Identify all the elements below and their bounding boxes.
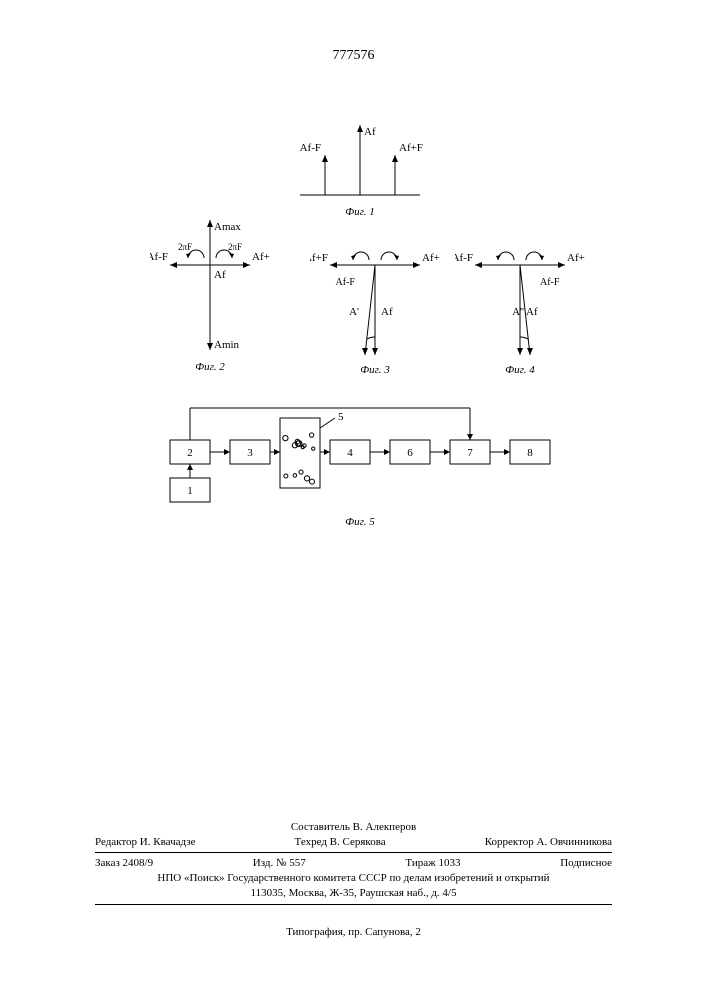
izd: Изд. № 557 — [253, 856, 306, 871]
patent-number: 777576 — [0, 48, 707, 64]
svg-text:Фиг. 3: Фиг. 3 — [360, 364, 390, 375]
svg-text:Af-F: Af-F — [300, 142, 321, 154]
techred: Техред В. Серякова — [295, 835, 386, 850]
svg-text:8: 8 — [527, 447, 533, 459]
svg-text:Af+F: Af+F — [422, 252, 440, 264]
order: Заказ 2408/9 — [95, 856, 153, 871]
svg-text:7: 7 — [467, 447, 473, 459]
svg-text:6: 6 — [407, 447, 413, 459]
tirazh: Тираж 1033 — [405, 856, 460, 871]
svg-text:1: 1 — [187, 485, 193, 497]
svg-text:Af-F: Af-F — [455, 252, 473, 264]
svg-text:A': A' — [349, 306, 359, 318]
svg-text:Af: Af — [381, 306, 393, 318]
editor: Редактор И. Квачадзе — [95, 835, 195, 850]
svg-text:Af-F: Af-F — [540, 277, 560, 288]
svg-text:2: 2 — [187, 447, 193, 459]
svg-text:Фиг. 5: Фиг. 5 — [345, 516, 375, 528]
compiler: Составитель В. Алекперов — [95, 820, 612, 835]
svg-text:Af: Af — [214, 269, 226, 281]
svg-text:A'': A'' — [512, 306, 524, 318]
svg-text:2πF: 2πF — [178, 242, 192, 252]
svg-text:Фиг. 1: Фиг. 1 — [345, 206, 375, 218]
svg-text:Af-F: Af-F — [150, 251, 168, 263]
svg-text:Amin: Amin — [214, 339, 240, 351]
org-line-1: НПО «Поиск» Государственного комитета СС… — [95, 871, 612, 886]
svg-text:Af+F: Af+F — [399, 142, 423, 154]
svg-text:Af-F: Af-F — [336, 277, 356, 288]
svg-text:Amax: Amax — [214, 221, 241, 233]
svg-text:Af: Af — [364, 126, 376, 138]
svg-text:Af+F: Af+F — [567, 252, 585, 264]
svg-text:Af+F: Af+F — [252, 251, 270, 263]
svg-text:2πF: 2πF — [228, 242, 242, 252]
figure-3: Af+F Af+F Af A' Af-F Фиг. 3 — [310, 245, 440, 375]
figure-4: Af-F Af+F AfA'' Af-F Фиг. 4 — [455, 245, 585, 375]
typography-line: Типография, пр. Сапунова, 2 — [0, 926, 707, 938]
figure-1: Af Af-F Af+F Фиг. 1 — [280, 125, 440, 220]
svg-text:Фиг. 2: Фиг. 2 — [195, 361, 225, 373]
svg-text:3: 3 — [247, 447, 253, 459]
corrector: Корректор А. Овчинникова — [485, 835, 612, 850]
svg-text:Af+F: Af+F — [310, 252, 328, 264]
colophon: Составитель В. Алекперов Редактор И. Ква… — [95, 820, 612, 908]
org-line-2: 113035, Москва, Ж-35, Раушская наб., д. … — [95, 886, 612, 901]
svg-text:Af: Af — [526, 306, 538, 318]
svg-text:Фиг. 4: Фиг. 4 — [505, 364, 535, 375]
figure-5: 5 1 2 3 4 6 7 8 Фиг. 5 — [150, 400, 570, 535]
svg-text:4: 4 — [347, 447, 353, 459]
figure-2: Amax Amin Af Af-F Af+F 2πF 2πF Фиг. 2 — [150, 220, 270, 375]
svg-text:5: 5 — [338, 411, 344, 423]
sub: Подписное — [560, 856, 612, 871]
